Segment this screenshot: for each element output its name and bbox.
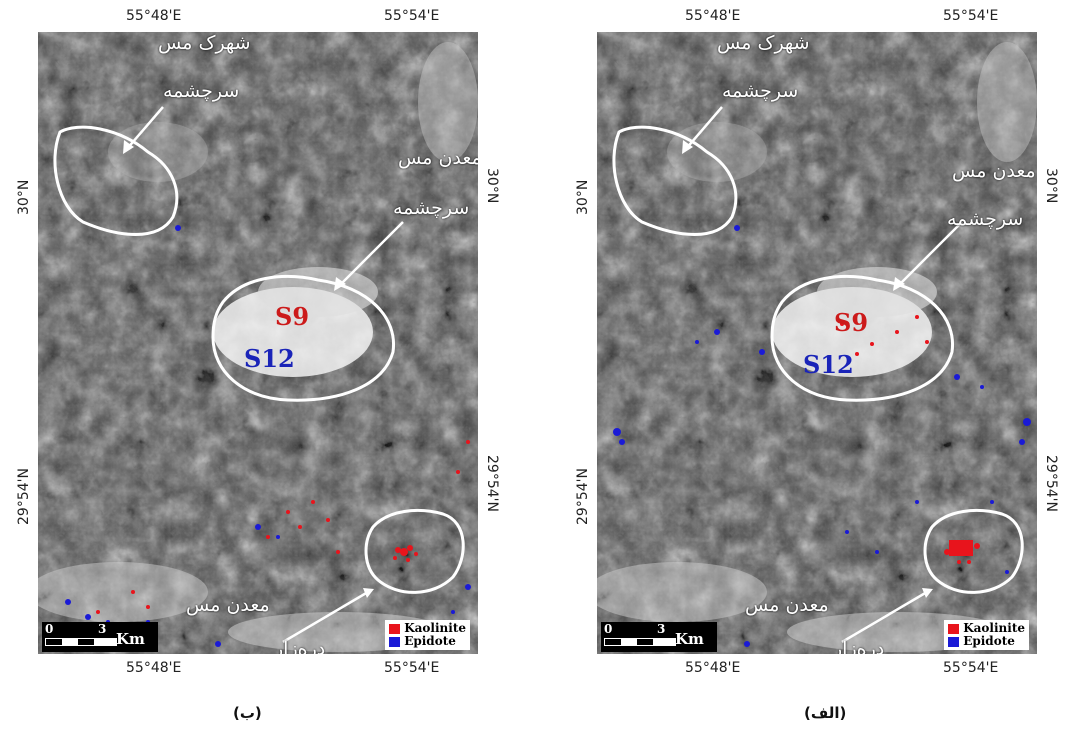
legend: Kaolinite Epidote bbox=[385, 620, 470, 650]
legend-item-kaolinite: Kaolinite bbox=[948, 622, 1025, 635]
coord-right-upper: 30°N bbox=[484, 168, 500, 204]
coord-bottom-left: 55°48'E bbox=[685, 660, 741, 676]
town-label-line2: سرچشمه bbox=[722, 80, 799, 102]
mine-label-line1: معدن مس bbox=[952, 160, 1036, 182]
darrehzar-arrow bbox=[841, 590, 928, 644]
coord-top-left: 55°48'E bbox=[126, 8, 182, 24]
scale-bar: 0 3 Km bbox=[601, 622, 717, 652]
sample-s12-label: S12 bbox=[803, 350, 854, 379]
caption-b: (ب) bbox=[233, 704, 262, 722]
coord-left-upper: 30°N bbox=[16, 179, 32, 215]
town-label-line2: سرچشمه bbox=[163, 80, 240, 102]
town-arrow bbox=[684, 106, 723, 151]
mine-arrow bbox=[337, 221, 404, 288]
legend-item-epidote: Epidote bbox=[948, 635, 1025, 648]
scale-unit: Km bbox=[116, 630, 145, 648]
coord-bottom-right: 55°54'E bbox=[943, 660, 999, 676]
town-outline bbox=[612, 125, 738, 236]
map-panel-alef: 55°48'E 55°54'E 55°48'E 55°54'E 30°N 29°… bbox=[573, 0, 1059, 700]
sample-s9-label: S9 bbox=[834, 308, 869, 337]
legend-label-epidote: Epidote bbox=[404, 634, 456, 648]
town-outline bbox=[53, 125, 179, 236]
coord-top-right: 55°54'E bbox=[943, 8, 999, 24]
legend-label-kaolinite: Kaolinite bbox=[963, 621, 1025, 635]
legend-label-epidote: Epidote bbox=[963, 634, 1015, 648]
darrehzar-label-line1: معدن مس bbox=[186, 594, 270, 616]
legend-swatch-kaolinite bbox=[389, 623, 401, 634]
coord-bottom-left: 55°48'E bbox=[126, 660, 182, 676]
darrehzar-label-line1: معدن مس bbox=[745, 594, 829, 616]
sarcheshmeh-mine-outline bbox=[211, 274, 396, 402]
darrehzar-arrow bbox=[282, 590, 369, 644]
caption-alef: (الف) bbox=[804, 704, 847, 722]
coord-top-left: 55°48'E bbox=[685, 8, 741, 24]
satellite-image: شهرک مس سرچشمه معدن مس سرچشمه معدن مس در… bbox=[597, 32, 1037, 654]
sample-s12-label: S12 bbox=[244, 344, 295, 373]
epidote-pixels bbox=[613, 225, 1031, 647]
coord-right-upper: 30°N bbox=[1043, 168, 1059, 204]
coord-left-upper: 30°N bbox=[575, 179, 591, 215]
legend-swatch-epidote bbox=[948, 636, 960, 647]
coord-right-lower: 29°54'N bbox=[1043, 455, 1059, 512]
darrehzar-label-line2: دره‌زار bbox=[274, 638, 326, 654]
scale-three: 3 bbox=[657, 622, 666, 636]
satellite-image: شهرک مس سرچشمه معدن مس سرچشمه معدن مس در… bbox=[38, 32, 478, 654]
terrain-render bbox=[597, 32, 1037, 654]
coord-right-lower: 29°54'N bbox=[484, 455, 500, 512]
legend-swatch-kaolinite bbox=[948, 623, 960, 634]
legend-item-kaolinite: Kaolinite bbox=[389, 622, 466, 635]
map-panel-b: 55°48'E 55°54'E 55°48'E 55°54'E 30°N 29°… bbox=[14, 0, 500, 700]
mine-label-line2: سرچشمه bbox=[393, 197, 470, 219]
kaolinite-pixels bbox=[840, 315, 980, 564]
legend-swatch-epidote bbox=[389, 636, 401, 647]
kaolinite-pixels bbox=[96, 440, 470, 614]
legend-label-kaolinite: Kaolinite bbox=[404, 621, 466, 635]
darrehzar-mine-outline bbox=[923, 508, 1024, 594]
darrehzar-mine-outline bbox=[364, 508, 465, 594]
terrain-render bbox=[38, 32, 478, 654]
scale-unit: Km bbox=[675, 630, 704, 648]
sarcheshmeh-mine-outline bbox=[770, 274, 955, 402]
coord-bottom-right: 55°54'E bbox=[384, 660, 440, 676]
darrehzar-label-line2: دره‌زار bbox=[833, 638, 885, 654]
sample-s9-label: S9 bbox=[275, 302, 310, 331]
legend: Kaolinite Epidote bbox=[944, 620, 1029, 650]
town-label-line1: شهرک مس bbox=[717, 32, 810, 54]
scale-bar: 0 3 Km bbox=[42, 622, 158, 652]
mine-label-line1: معدن مس bbox=[398, 147, 478, 169]
coord-left-lower: 29°54'N bbox=[575, 468, 591, 525]
scale-ruler bbox=[45, 638, 117, 646]
town-label-line1: شهرک مس bbox=[158, 32, 251, 54]
legend-item-epidote: Epidote bbox=[389, 635, 466, 648]
coord-left-lower: 29°54'N bbox=[16, 468, 32, 525]
scale-ruler bbox=[604, 638, 676, 646]
mine-arrow bbox=[896, 221, 963, 288]
scale-zero: 0 bbox=[45, 622, 54, 636]
town-arrow bbox=[125, 106, 164, 151]
coord-top-right: 55°54'E bbox=[384, 8, 440, 24]
scale-zero: 0 bbox=[604, 622, 613, 636]
scale-three: 3 bbox=[98, 622, 107, 636]
mine-label-line2: سرچشمه bbox=[947, 208, 1024, 230]
